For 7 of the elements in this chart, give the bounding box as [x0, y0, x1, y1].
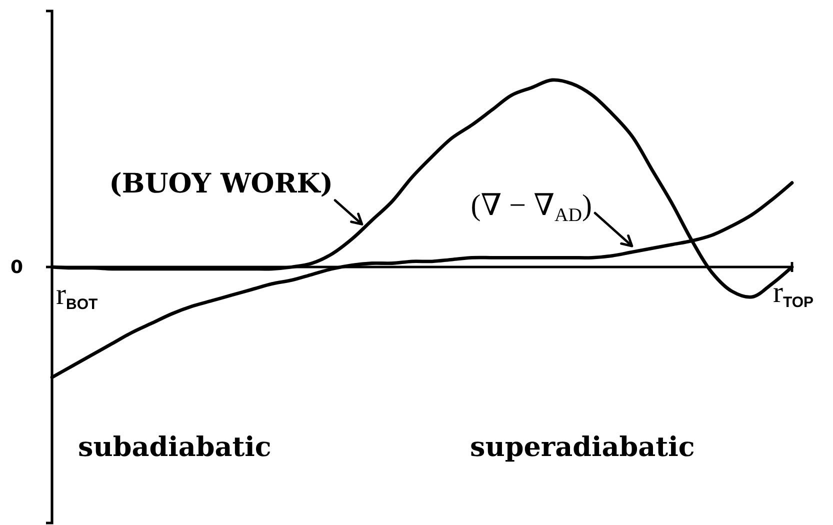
- text: subadiabatic: [78, 432, 272, 463]
- text: 0: [10, 257, 23, 278]
- annotation: r$_{TOP}$: [773, 276, 814, 310]
- annotation: r$_{BOT}$: [56, 278, 98, 312]
- text: superadiabatic: [470, 432, 695, 463]
- series-label: (∇ − ∇$_{AD}$): [470, 189, 592, 226]
- series-label: (BUOY WORK): [109, 168, 333, 200]
